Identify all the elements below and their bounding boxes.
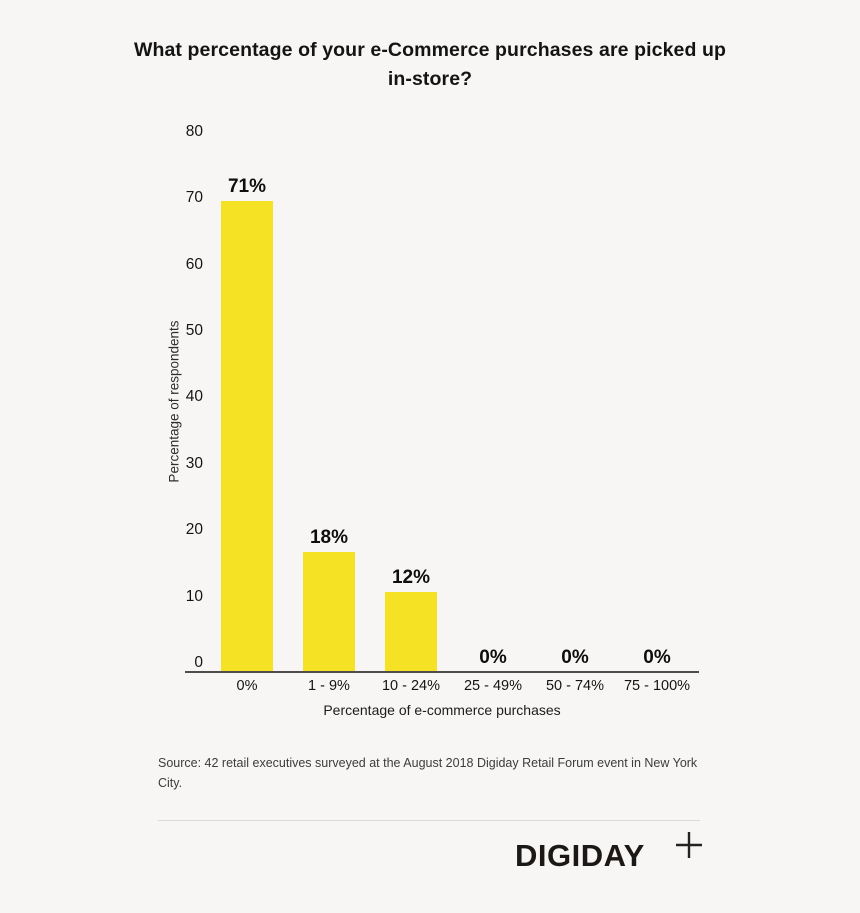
bar [221,201,273,672]
chart-title: What percentage of your e-Commerce purch… [133,39,727,90]
digiday-logo: DIGIDAY [515,838,645,873]
x-tick-label: 50 - 74% [545,678,605,694]
bar [385,592,437,672]
plot-area: 71% 18% 12% 0% 0% 0% [206,130,698,672]
y-tick-label: 10 [185,587,203,605]
bar-value-label: 12% [391,567,431,588]
x-axis-line [185,671,699,673]
y-tick-label: 60 [185,255,203,273]
y-tick-label: 40 [185,388,203,406]
bar [303,552,355,672]
y-tick-label: 30 [185,454,203,472]
bar-value-label: 0% [561,647,589,668]
x-axis-title: Percentage of e-commerce purchases [323,702,561,718]
y-tick-label: 20 [185,521,203,539]
bar-value-label: 18% [309,527,349,548]
x-tick-label: 75 - 100% [623,678,691,694]
bar-value-label: 71% [227,176,267,197]
x-tick-label: 0% [236,678,258,694]
x-tick-label: 1 - 9% [308,678,350,694]
x-axis-labels: 0% 1 - 9% 10 - 24% 25 - 49% 50 - 74% 75 - 100… [206,678,698,698]
x-tick-label: 25 - 49% [463,678,523,694]
y-tick-label: 50 [185,322,203,339]
footer-divider [158,820,700,821]
y-tick-label: 0 [194,654,203,671]
y-tick-label: 70 [185,189,203,207]
source-note: Source: 42 retail executives surveyed at… [158,756,698,790]
y-tick-label: 80 [185,122,203,140]
bar-value-label: 0% [643,647,671,668]
x-tick-label: 10 - 24% [381,678,441,694]
plus-icon [676,832,702,858]
bar-value-label: 0% [479,647,507,668]
